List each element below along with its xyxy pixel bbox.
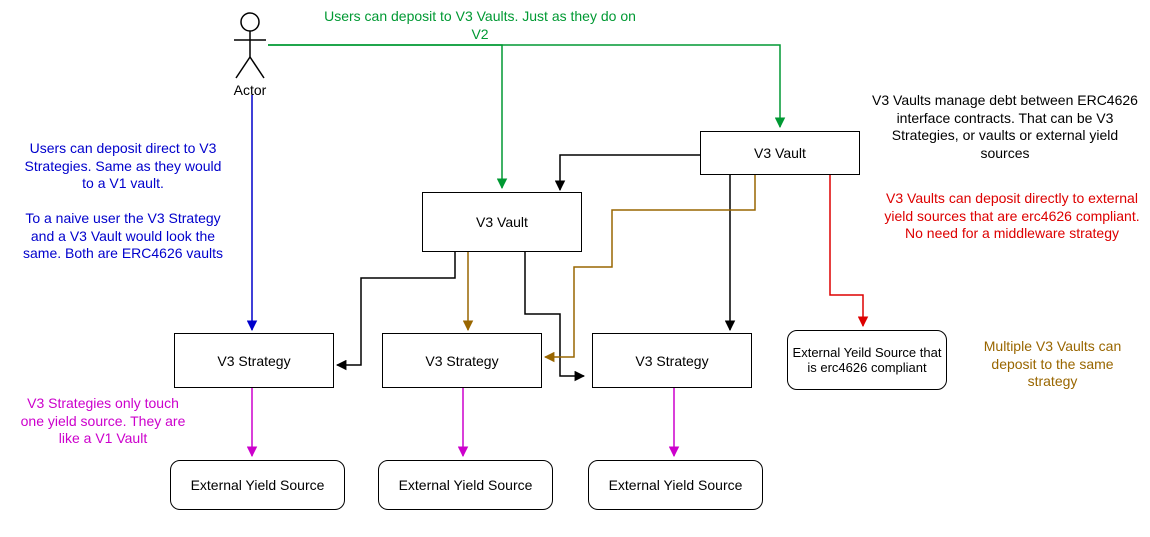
- node-strategy-a: V3 Strategy: [174, 333, 334, 388]
- node-label: V3 Vault: [476, 214, 528, 230]
- node-strategy-b: V3 Strategy: [382, 333, 542, 388]
- annotation-right-brown: Multiple V3 Vaults can deposit to the sa…: [965, 338, 1140, 391]
- annotation-right-black: V3 Vaults manage debt between ERC4626 in…: [870, 92, 1140, 162]
- annotation-top-green: Users can deposit to V3 Vaults. Just as …: [315, 8, 645, 43]
- node-external-compliant: External Yeild Source that is erc4626 co…: [787, 330, 947, 390]
- node-label: V3 Strategy: [635, 353, 708, 369]
- actor-label: Actor: [230, 82, 270, 98]
- node-label: External Yield Source: [399, 477, 533, 493]
- node-label: V3 Strategy: [217, 353, 290, 369]
- node-label: V3 Vault: [754, 145, 806, 161]
- node-strategy-c: V3 Strategy: [592, 333, 752, 388]
- node-external-b: External Yield Source: [378, 460, 553, 510]
- node-vault-top: V3 Vault: [700, 131, 860, 175]
- node-label: External Yield Source: [191, 477, 325, 493]
- annotation-right-red: V3 Vaults can deposit directly to extern…: [882, 190, 1142, 243]
- node-label: External Yeild Source that is erc4626 co…: [792, 345, 942, 375]
- actor-figure: [230, 12, 270, 87]
- node-external-a: External Yield Source: [170, 460, 345, 510]
- node-label: External Yield Source: [609, 477, 743, 493]
- annotation-left-magenta: V3 Strategies only touch one yield sourc…: [18, 395, 188, 448]
- annotation-left-blue: Users can deposit direct to V3 Strategie…: [18, 140, 228, 263]
- edges-layer: [0, 0, 1150, 537]
- node-external-c: External Yield Source: [588, 460, 763, 510]
- node-label: V3 Strategy: [425, 353, 498, 369]
- node-vault-mid: V3 Vault: [422, 192, 582, 252]
